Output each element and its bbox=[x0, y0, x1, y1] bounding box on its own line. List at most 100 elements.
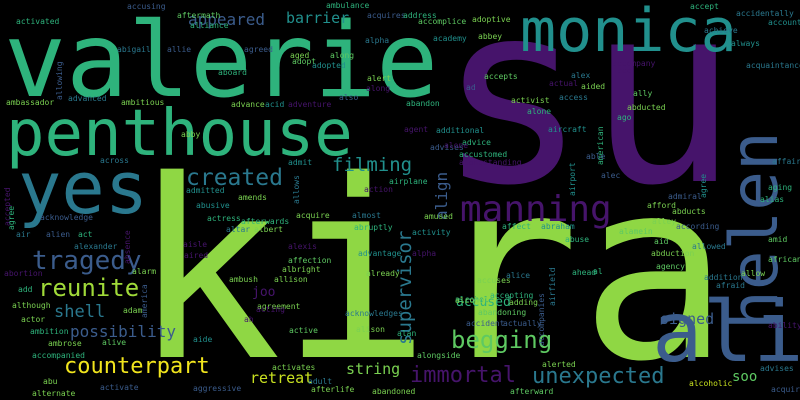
word-su: su bbox=[437, 0, 739, 240]
word-advice: advice bbox=[462, 138, 491, 147]
word-alison: alison bbox=[356, 325, 385, 334]
word-allie: allie bbox=[167, 45, 192, 54]
word-ambassador: ambassador bbox=[6, 98, 55, 107]
word-abortion: abortion bbox=[4, 269, 43, 278]
word-alone-2: alone bbox=[444, 141, 469, 150]
word-activates: activates bbox=[272, 363, 316, 372]
word-ah: ah bbox=[244, 315, 254, 324]
word-abducts: abducts bbox=[672, 207, 706, 216]
word-alan: alan bbox=[397, 329, 417, 338]
word-additional: additional bbox=[436, 126, 485, 135]
word-admiral: admiral bbox=[668, 192, 702, 201]
word-alex: alex bbox=[571, 71, 591, 80]
word-act: act bbox=[78, 230, 93, 239]
word-accustomed: accustomed bbox=[459, 150, 508, 159]
word-retreat: retreat bbox=[250, 369, 314, 387]
word-signed: signed bbox=[660, 310, 715, 328]
word-aftermath: aftermath bbox=[177, 11, 221, 20]
word-abbey: abbey bbox=[478, 32, 503, 41]
word-alexander: alexander bbox=[74, 242, 118, 251]
word-acquire: acquire bbox=[296, 211, 330, 220]
word-activist: activist bbox=[511, 96, 550, 105]
word-ago-1: ago bbox=[617, 113, 632, 122]
word-actor: actor bbox=[21, 315, 46, 324]
word-abusive: abusive bbox=[196, 201, 230, 210]
word-abandon: abandon bbox=[406, 99, 440, 108]
word-alcohol-1: alcohol bbox=[455, 295, 489, 304]
word-manning: manning bbox=[460, 189, 612, 230]
word-alone-1: alone bbox=[527, 107, 552, 116]
word-actual: actual bbox=[549, 79, 578, 88]
word-activated: activated bbox=[16, 17, 60, 26]
word-across: across bbox=[100, 156, 129, 165]
word-afterlife: afterlife bbox=[311, 385, 355, 394]
word-afraid: afraid bbox=[716, 281, 745, 290]
word-abu: abu bbox=[43, 377, 58, 386]
word-alarm: alarm bbox=[132, 267, 157, 276]
word-joo: joo bbox=[252, 285, 276, 300]
word-able: able bbox=[586, 152, 606, 161]
word-ability: ability bbox=[768, 321, 800, 330]
word-aging: aging bbox=[768, 183, 793, 192]
word-alcoholic: alcoholic bbox=[689, 379, 733, 388]
word-reunite: reunite bbox=[38, 274, 140, 302]
word-abandoning: abandoning bbox=[478, 308, 527, 317]
word-accident: accident bbox=[466, 319, 505, 328]
word-abandoned: abandoned bbox=[372, 387, 416, 396]
word-acknowledge: acknowledge bbox=[40, 213, 93, 222]
word-ambulance: ambulance bbox=[326, 1, 370, 10]
word-valerie: valerie bbox=[4, 1, 439, 121]
word-ambrose: ambrose bbox=[48, 339, 82, 348]
word-advises-2: advises bbox=[430, 143, 464, 152]
word-adopted: adopted bbox=[312, 61, 346, 70]
word-monica: monica bbox=[520, 0, 737, 66]
word-alongside: alongside bbox=[417, 351, 461, 360]
word-adult: adult bbox=[308, 377, 333, 386]
word-aggressive: aggressive bbox=[193, 384, 242, 393]
word-adding: adding bbox=[509, 298, 538, 307]
word-amused: amused bbox=[424, 212, 453, 221]
word-shell: shell bbox=[54, 302, 106, 322]
word-abduction: abduction bbox=[651, 249, 695, 258]
word-created: created bbox=[186, 165, 283, 191]
word-accompanies: accompanies bbox=[537, 293, 546, 346]
word-agency: agency bbox=[656, 262, 685, 271]
word-adam: adam bbox=[123, 306, 143, 315]
word-achieve: achieve bbox=[704, 26, 738, 35]
word-ahead: ahead bbox=[572, 268, 597, 277]
word-according: according bbox=[676, 222, 720, 231]
word-alien: alien bbox=[46, 230, 71, 239]
word-allowing: allowing bbox=[55, 61, 64, 100]
word-afterward: afterward bbox=[510, 387, 554, 396]
word-amid: amid bbox=[768, 235, 788, 244]
word-alamein: alamein bbox=[619, 227, 653, 236]
word-alpha-2: alpha bbox=[412, 249, 437, 258]
word-accepting: accepting bbox=[490, 291, 534, 300]
word-alice: alice bbox=[506, 271, 531, 280]
word-counterpart: counterpart bbox=[64, 354, 210, 379]
word-add: add bbox=[18, 285, 33, 294]
word-filming: filming bbox=[332, 154, 413, 176]
word-allison: allison bbox=[274, 275, 308, 284]
word-alive: alive bbox=[102, 338, 127, 347]
word-actress: actress bbox=[207, 214, 241, 223]
word-abruptly: abruptly bbox=[354, 223, 393, 232]
word-activate: activate bbox=[100, 383, 139, 392]
word-alert: alert bbox=[367, 74, 392, 83]
word-albert: albert bbox=[254, 225, 283, 234]
word-aired: aired bbox=[184, 251, 209, 260]
word-airfield: airfield bbox=[548, 267, 557, 306]
word-immortal: immortal bbox=[410, 363, 516, 388]
word-always: always bbox=[731, 39, 760, 48]
word-albright: albright bbox=[282, 265, 321, 274]
word-alternate: alternate bbox=[32, 389, 76, 398]
word-abby: abby bbox=[181, 130, 201, 139]
word-alcohol-2: alcohol bbox=[455, 296, 489, 305]
word-tragedy: tragedy bbox=[32, 246, 142, 276]
word-african: african bbox=[768, 255, 800, 264]
word-airplane: airplane bbox=[389, 177, 428, 186]
word-acquaintance: acquaintance bbox=[746, 61, 800, 70]
word-action: action bbox=[364, 185, 393, 194]
word-yes: yes bbox=[18, 146, 149, 230]
word-abraham: abraham bbox=[541, 222, 575, 231]
